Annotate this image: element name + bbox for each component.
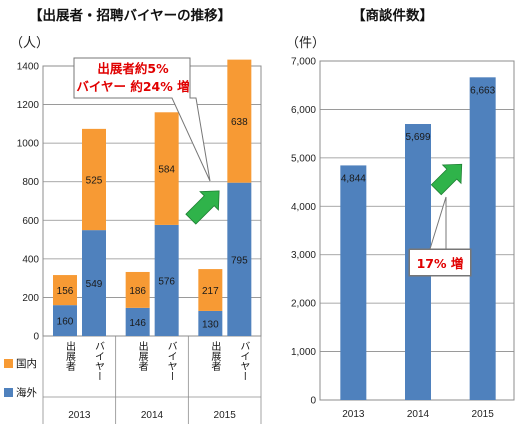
bar-domestic-2015-0 bbox=[198, 269, 223, 311]
left-year-label: 2015 bbox=[214, 410, 237, 421]
legend-swatch-1 bbox=[4, 388, 13, 397]
left-year-label: 2013 bbox=[68, 410, 91, 421]
data-label-overseas: 576 bbox=[158, 276, 175, 287]
bar-domestic-2013-0 bbox=[53, 275, 77, 306]
right-callout-body bbox=[409, 249, 471, 276]
right-y-tick-label: 4,000 bbox=[291, 202, 316, 213]
bar-domestic-2014-0 bbox=[125, 271, 150, 308]
bar-domestic-2013-1 bbox=[82, 128, 106, 231]
right-x-tick-label: 2013 bbox=[342, 409, 365, 420]
data-label-domestic: 217 bbox=[202, 286, 219, 297]
right-y-tick-label: 7,000 bbox=[291, 57, 316, 68]
bar-category-label: バイヤー bbox=[165, 341, 177, 381]
right-x-tick-label: 2015 bbox=[472, 409, 495, 420]
left-y-unit: （人） bbox=[10, 36, 50, 51]
legend-label-1: 海外 bbox=[16, 386, 37, 399]
data-label-overseas: 795 bbox=[231, 255, 248, 266]
data-label-overseas: 130 bbox=[202, 319, 219, 330]
bar-domestic-2014-1 bbox=[154, 112, 179, 225]
right-chart-title: 【商談件数】 bbox=[352, 8, 433, 24]
left-y-tick-label: 1000 bbox=[17, 139, 40, 150]
bar-overseas-2013-0 bbox=[53, 305, 77, 336]
data-label-overseas: 160 bbox=[57, 317, 74, 328]
right-y-tick-label: 0 bbox=[310, 396, 316, 407]
bar-category-label: バイヤー bbox=[93, 341, 105, 381]
right-y-tick-label: 2,000 bbox=[291, 299, 316, 310]
bar-overseas-2015-0 bbox=[198, 310, 223, 336]
bar-category-label: 出展者 bbox=[136, 340, 148, 372]
bar-overseas-2013-1 bbox=[82, 230, 106, 336]
data-label-overseas: 549 bbox=[86, 279, 103, 290]
bar-overseas-2014-0 bbox=[125, 307, 150, 336]
left-y-tick-label: 0 bbox=[33, 332, 39, 343]
data-label-domestic: 186 bbox=[129, 286, 146, 297]
right-y-tick-label: 5,000 bbox=[291, 153, 316, 164]
data-label-domestic: 584 bbox=[158, 165, 175, 176]
increase-arrow-icon bbox=[430, 163, 463, 196]
right-callout-text: 17% 増 bbox=[417, 256, 464, 271]
data-label-meetings: 5,699 bbox=[405, 132, 430, 143]
left-callout-box bbox=[73, 57, 211, 182]
bar-category-label: 出展者 bbox=[209, 340, 221, 372]
data-label-meetings: 6,663 bbox=[470, 85, 495, 96]
callout-line-1: 出展者約5% bbox=[97, 61, 169, 76]
left-y-tick-label: 400 bbox=[22, 254, 39, 265]
bar-meetings-2015 bbox=[469, 77, 496, 400]
right-y-tick-label: 3,000 bbox=[291, 250, 316, 261]
bar-overseas-2014-1 bbox=[154, 224, 179, 336]
right-y-tick-label: 1,000 bbox=[291, 347, 316, 358]
left-y-tick-label: 1200 bbox=[17, 100, 40, 111]
bar-category-label: バイヤー bbox=[238, 341, 250, 381]
legend-label-0: 国内 bbox=[16, 357, 37, 370]
data-label-meetings: 4,844 bbox=[341, 173, 366, 184]
left-chart-title: 【出展者・招聘バイヤーの推移】 bbox=[29, 8, 232, 24]
left-y-tick-label: 200 bbox=[22, 293, 39, 304]
left-y-tick-label: 800 bbox=[22, 177, 39, 188]
legend-swatch-0 bbox=[4, 359, 13, 368]
left-year-label: 2014 bbox=[141, 410, 164, 421]
right-x-tick-label: 2014 bbox=[407, 409, 430, 420]
data-label-domestic: 525 bbox=[86, 175, 103, 186]
data-label-overseas: 146 bbox=[129, 318, 146, 329]
left-y-tick-label: 1400 bbox=[17, 62, 40, 73]
callout-line-2: バイヤー 約24% 増 bbox=[76, 79, 189, 94]
data-label-domestic: 638 bbox=[231, 117, 248, 128]
increase-arrow-icon bbox=[185, 190, 220, 225]
data-label-domestic: 156 bbox=[57, 286, 74, 297]
bar-overseas-2015-1 bbox=[227, 182, 252, 336]
bar-domestic-2015-1 bbox=[227, 59, 252, 183]
left-y-tick-label: 600 bbox=[22, 216, 39, 227]
right-y-tick-label: 6,000 bbox=[291, 105, 316, 116]
bar-category-label: 出展者 bbox=[64, 340, 76, 372]
bar-meetings-2013 bbox=[340, 165, 367, 400]
right-y-unit: （件） bbox=[286, 36, 326, 51]
